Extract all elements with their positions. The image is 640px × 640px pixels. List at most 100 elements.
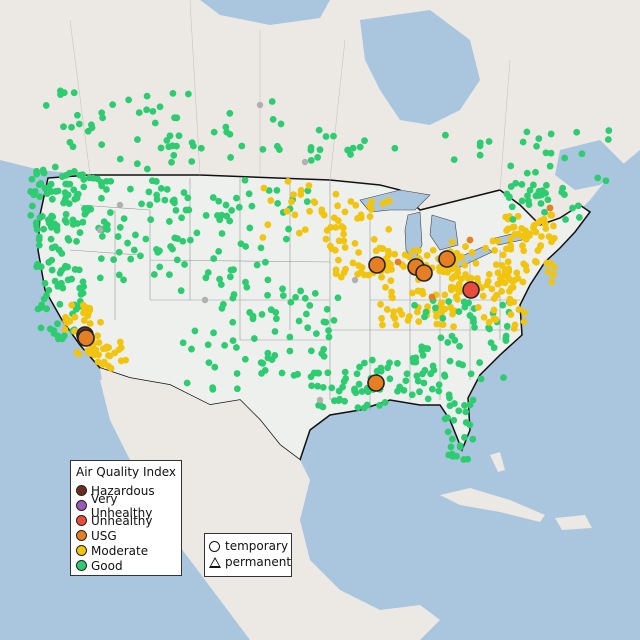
station-marker — [145, 188, 153, 196]
station-marker — [33, 226, 41, 233]
station-marker — [454, 296, 461, 303]
mexico-land — [100, 368, 440, 640]
station-marker — [173, 256, 181, 264]
station-marker — [391, 144, 399, 152]
station-marker — [521, 309, 528, 316]
station-marker — [408, 289, 416, 297]
station-marker — [216, 275, 223, 283]
station-marker — [542, 149, 550, 157]
station-marker — [512, 179, 520, 187]
legend-label: Very Unhealthy — [90, 491, 153, 520]
station-marker — [447, 443, 455, 451]
station-marker — [341, 208, 349, 216]
station-marker — [304, 187, 312, 195]
station-marker — [301, 294, 309, 302]
station-marker — [387, 261, 394, 268]
station-marker — [43, 291, 50, 299]
station-marker — [70, 186, 78, 194]
station-marker — [385, 197, 393, 205]
station-marker — [204, 341, 212, 349]
station-marker — [382, 283, 389, 291]
station-marker — [419, 370, 426, 378]
station-marker — [170, 151, 178, 159]
station-marker — [466, 401, 474, 409]
station-marker — [378, 273, 385, 281]
hudson-bay — [360, 10, 480, 125]
station-marker — [497, 278, 505, 286]
station-marker — [533, 258, 540, 266]
station-marker — [324, 369, 332, 377]
station-marker — [438, 299, 445, 307]
station-marker — [444, 268, 451, 276]
stations-layer — [27, 87, 613, 463]
legend-swatch — [76, 485, 87, 496]
station-marker — [416, 287, 424, 295]
station-marker — [51, 163, 59, 171]
station-marker — [71, 313, 79, 321]
legend-swatch — [76, 530, 87, 541]
station-marker — [541, 208, 548, 216]
station-marker — [96, 274, 104, 282]
legend-label: Good — [91, 558, 123, 573]
station-marker — [94, 332, 101, 340]
station-marker — [264, 221, 272, 229]
station-marker — [210, 329, 217, 337]
station-marker — [303, 198, 311, 206]
station-marker — [171, 114, 178, 122]
station-marker — [478, 284, 486, 292]
station-marker — [349, 144, 357, 152]
station-marker — [316, 146, 324, 154]
station-marker — [461, 401, 468, 409]
station-marker — [205, 359, 213, 367]
station-marker — [33, 170, 41, 178]
station-marker — [146, 201, 154, 209]
station-marker — [51, 220, 58, 228]
station-marker — [519, 138, 527, 146]
station-marker — [405, 313, 413, 320]
station-marker — [391, 315, 399, 322]
station-marker — [349, 259, 357, 267]
station-marker — [226, 273, 234, 281]
station-marker — [48, 188, 55, 195]
legend-label: USG — [91, 528, 117, 543]
station-marker — [268, 356, 276, 363]
station-marker — [107, 177, 115, 185]
station-marker — [547, 130, 555, 138]
station-marker — [96, 226, 104, 234]
station-marker — [285, 225, 292, 233]
station-marker — [318, 350, 326, 358]
station-marker — [241, 176, 249, 184]
station-marker — [246, 224, 254, 232]
station-marker — [377, 367, 385, 375]
station-marker — [578, 150, 586, 158]
station-marker — [510, 325, 518, 332]
station-marker — [267, 306, 275, 314]
station-marker — [518, 181, 526, 188]
station-marker — [330, 132, 337, 140]
alert-station-marker — [77, 329, 95, 347]
station-marker — [498, 288, 506, 295]
station-marker — [179, 339, 187, 347]
station-marker — [210, 255, 218, 262]
station-marker — [56, 300, 64, 308]
station-marker — [441, 371, 448, 379]
station-marker — [226, 217, 234, 225]
station-marker — [66, 317, 74, 325]
station-marker — [515, 306, 523, 313]
station-marker — [235, 203, 243, 211]
station-marker — [442, 131, 449, 139]
station-marker — [499, 251, 507, 259]
station-marker — [530, 221, 538, 229]
station-marker — [120, 276, 127, 284]
station-marker — [451, 336, 459, 344]
station-marker — [258, 369, 265, 377]
station-marker — [110, 256, 118, 263]
station-marker — [284, 177, 292, 185]
station-marker — [171, 234, 179, 242]
station-marker — [116, 338, 124, 346]
station-marker — [355, 249, 362, 256]
station-marker — [297, 287, 305, 295]
station-marker — [223, 212, 231, 220]
station-marker — [334, 294, 342, 302]
station-marker — [529, 181, 537, 189]
